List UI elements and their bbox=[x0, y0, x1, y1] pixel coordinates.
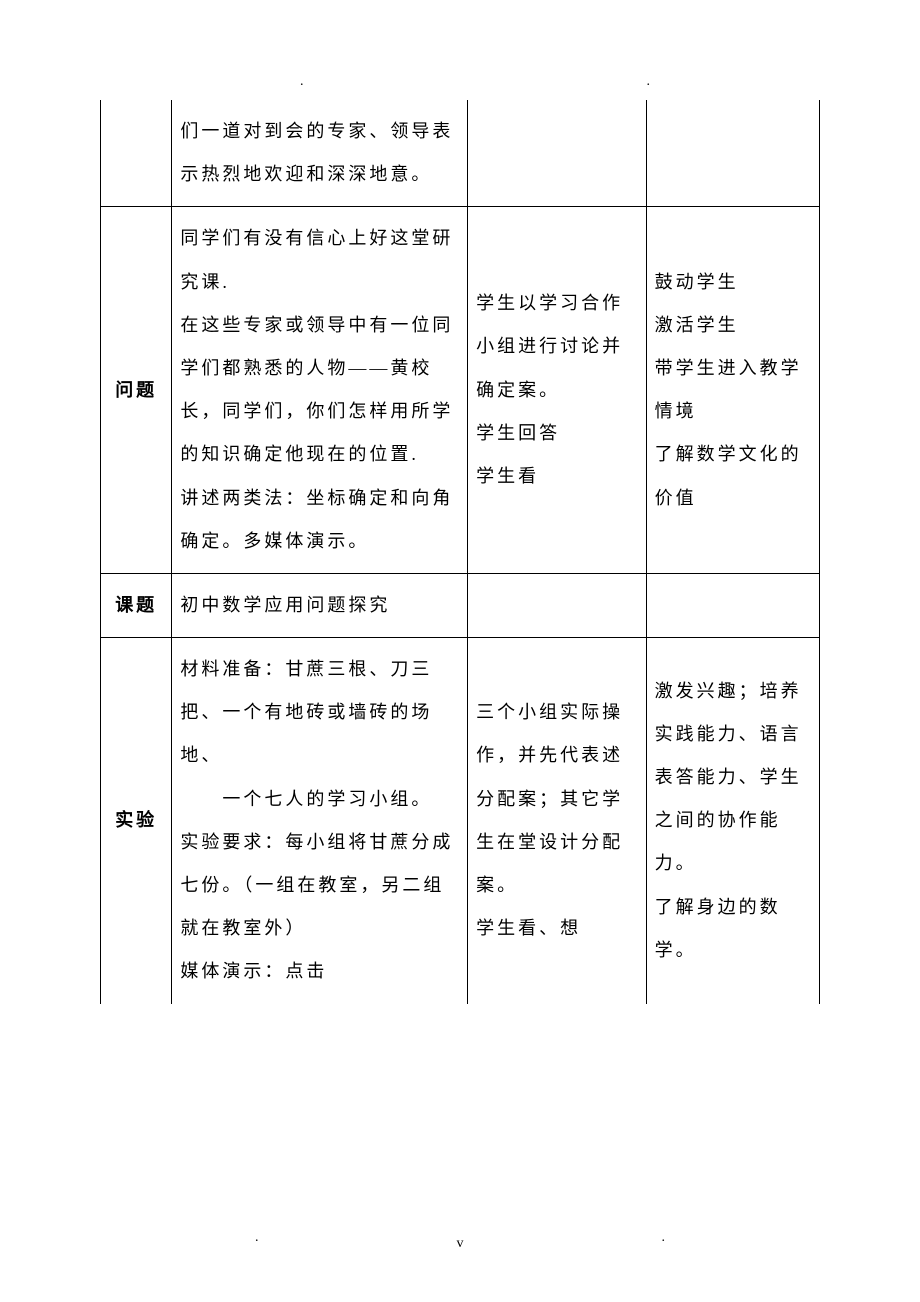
cell-content: 学生以学习合作小组进行讨论并确定案。学生回答学生看 bbox=[468, 207, 646, 574]
row-label: 课题 bbox=[101, 573, 172, 637]
dot-top-left: . bbox=[300, 74, 304, 90]
cell-content bbox=[646, 100, 819, 207]
table-row: 们一道对到会的专家、领导表示热烈地欢迎和深深地意。 bbox=[101, 100, 820, 207]
cell-content: 激发兴趣；培养实践能力、语言表答能力、学生之间的协作能力。了解身边的数学。 bbox=[646, 638, 819, 1004]
table-row: 课题 初中数学应用问题探究 bbox=[101, 573, 820, 637]
row-label: 实验 bbox=[101, 638, 172, 1004]
page-number: v bbox=[0, 1236, 920, 1252]
cell-content: 同学们有没有信心上好这堂研究课.在这些专家或领导中有一位同学们都熟悉的人物——黄… bbox=[172, 207, 468, 574]
lesson-plan-table: 们一道对到会的专家、领导表示热烈地欢迎和深深地意。 问题 同学们有没有信心上好这… bbox=[100, 100, 820, 1004]
document-page: . . 们一道对到会的专家、领导表示热烈地欢迎和深深地意。 问题 同学们有没有信… bbox=[0, 0, 920, 1044]
table-row: 问题 同学们有没有信心上好这堂研究课.在这些专家或领导中有一位同学们都熟悉的人物… bbox=[101, 207, 820, 574]
cell-content bbox=[468, 573, 646, 637]
dot-right: . bbox=[662, 1230, 666, 1246]
dot-top-right: . bbox=[647, 74, 651, 90]
cell-content bbox=[468, 100, 646, 207]
cell-content: 鼓动学生激活学生带学生进入教学情境了解数学文化的价值 bbox=[646, 207, 819, 574]
row-label bbox=[101, 100, 172, 207]
cell-content: 初中数学应用问题探究 bbox=[172, 573, 468, 637]
cell-content: 材料准备：甘蔗三根、刀三把、一个有地砖或墙砖的场地、 一个七人的学习小组。实验要… bbox=[172, 638, 468, 1004]
cell-content: 三个小组实际操作，并先代表述分配案；其它学生在堂设计分配案。学生看、想 bbox=[468, 638, 646, 1004]
cell-content bbox=[646, 573, 819, 637]
table-row: 实验 材料准备：甘蔗三根、刀三把、一个有地砖或墙砖的场地、 一个七人的学习小组。… bbox=[101, 638, 820, 1004]
row-label: 问题 bbox=[101, 207, 172, 574]
cell-content: 们一道对到会的专家、领导表示热烈地欢迎和深深地意。 bbox=[172, 100, 468, 207]
